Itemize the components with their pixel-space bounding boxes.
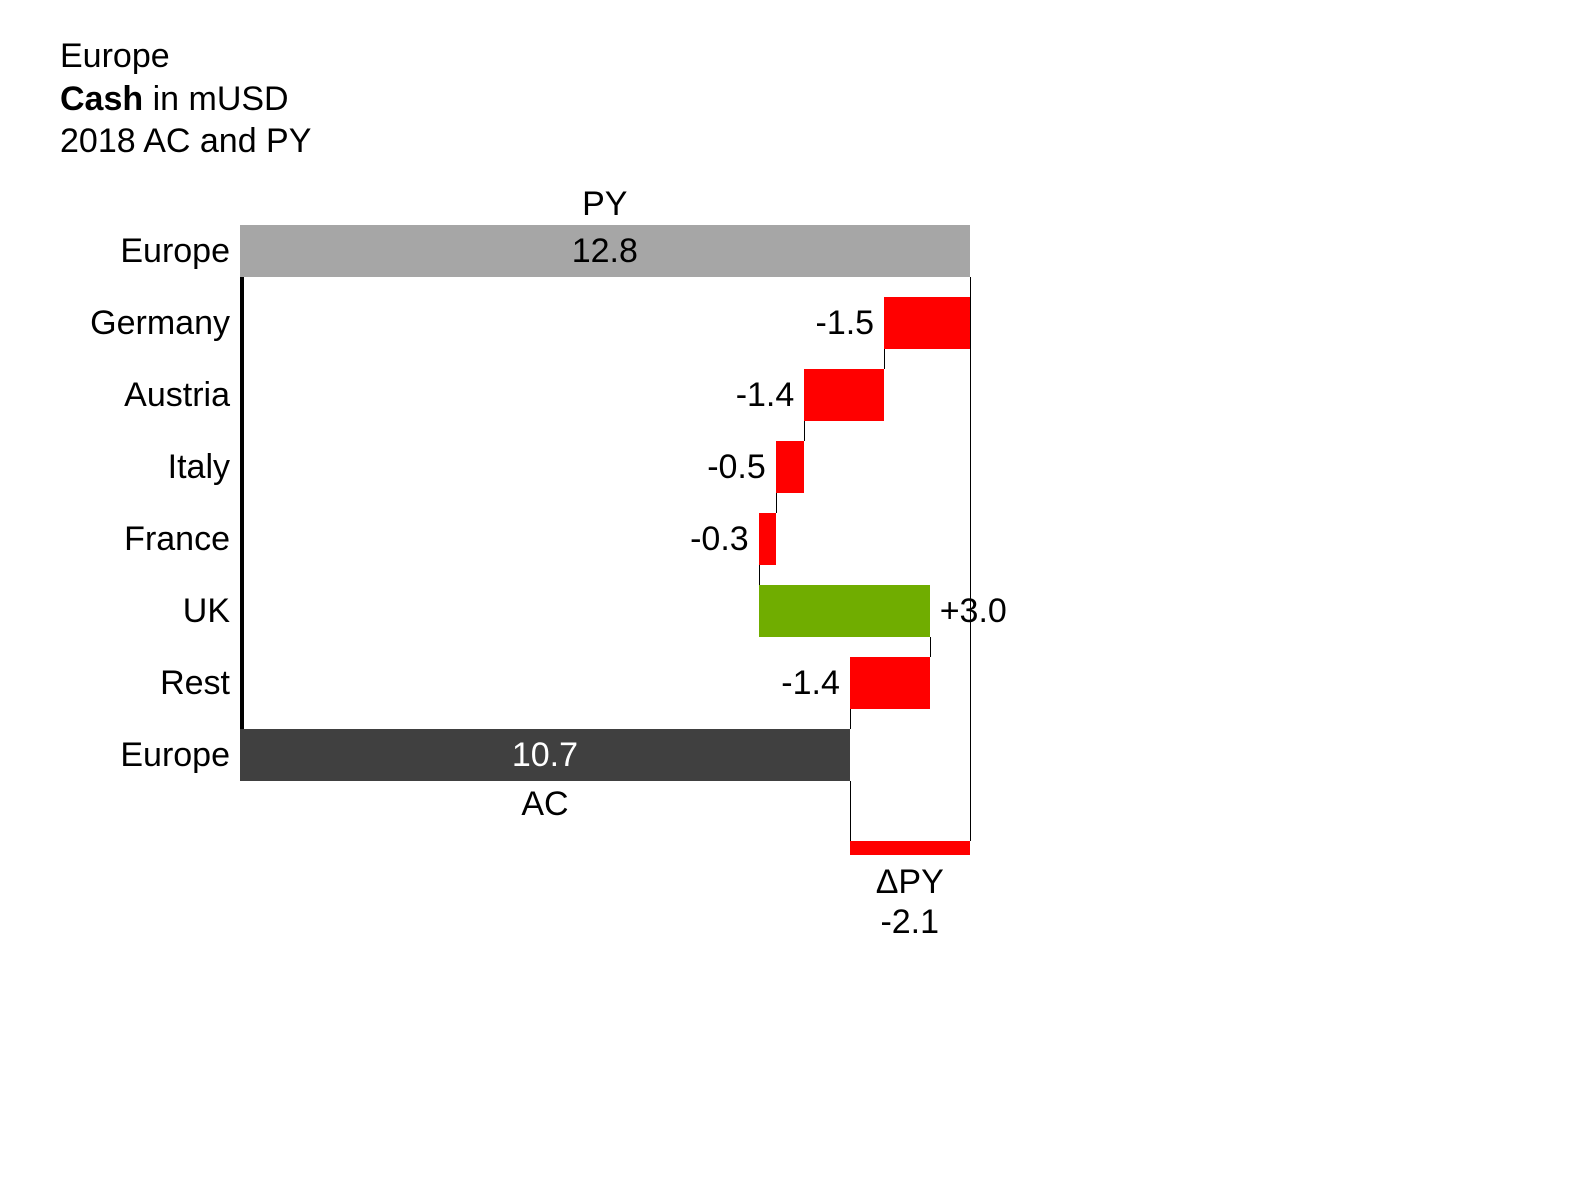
bar-value-germany: -1.5 <box>774 297 874 349</box>
row-label-france: France <box>60 513 230 565</box>
chart-title-block: Europe Cash in mUSD 2018 AC and PY <box>60 35 311 163</box>
chart-row-germany: Germany -1.5 <box>60 297 1110 349</box>
bar-value-austria: -1.4 <box>694 369 794 421</box>
bar-value-uk: +3.0 <box>940 585 1060 637</box>
chart-row-rest: Rest -1.4 <box>60 657 1110 709</box>
title-line-2: Cash in mUSD <box>60 78 311 121</box>
row-label-germany: Germany <box>60 297 230 349</box>
connector-rest <box>850 709 851 729</box>
connector-uk <box>930 637 931 657</box>
bar-value-ac: 10.7 <box>240 729 850 781</box>
chart-row-ac: Europe10.7 <box>60 729 1110 781</box>
chart-row-france: France -0.3 <box>60 513 1110 565</box>
footer-ac-label: AC <box>240 785 850 824</box>
bar-germany <box>884 297 970 349</box>
row-label-italy: Italy <box>60 441 230 493</box>
title-line-3: 2018 AC and PY <box>60 120 311 163</box>
connector-py-to-delta <box>970 277 971 841</box>
chart-row-uk: UK +3.0 <box>60 585 1110 637</box>
bar-italy <box>776 441 805 493</box>
title-rest: in mUSD <box>143 80 288 118</box>
bar-value-rest: -1.4 <box>740 657 840 709</box>
connector-ac-to-delta <box>850 781 851 841</box>
bar-ac: 10.7 <box>240 729 850 781</box>
bar-uk <box>759 585 930 637</box>
row-label-austria: Austria <box>60 369 230 421</box>
page: Europe Cash in mUSD 2018 AC and PY PYEur… <box>0 0 1576 1182</box>
bar-austria <box>804 369 884 421</box>
bar-value-italy: -0.5 <box>666 441 766 493</box>
delta-value: -2.1 <box>850 903 970 942</box>
chart-row-py: Europe12.8 <box>60 225 1110 277</box>
waterfall-chart: PYEurope12.8Germany-1.5Austria-1.4Italy-… <box>60 225 1110 845</box>
row-label-ac: Europe <box>60 729 230 781</box>
chart-row-austria: Austria -1.4 <box>60 369 1110 421</box>
connector-italy <box>776 493 777 513</box>
row-label-py: Europe <box>60 225 230 277</box>
bar-value-france: -0.3 <box>649 513 749 565</box>
title-bold: Cash <box>60 80 143 118</box>
row-label-rest: Rest <box>60 657 230 709</box>
bar-rest <box>850 657 930 709</box>
delta-label: ΔPY <box>850 863 970 902</box>
chart-row-italy: Italy -0.5 <box>60 441 1110 493</box>
row-label-uk: UK <box>60 585 230 637</box>
header-py-label: PY <box>240 185 970 224</box>
delta-underbar <box>850 841 970 855</box>
connector-france <box>759 565 760 585</box>
connector-germany <box>884 349 885 369</box>
bar-py: 12.8 <box>240 225 970 277</box>
title-line-1: Europe <box>60 35 311 78</box>
connector-austria <box>804 421 805 441</box>
bar-value-py: 12.8 <box>240 225 970 277</box>
bar-france <box>759 513 776 565</box>
